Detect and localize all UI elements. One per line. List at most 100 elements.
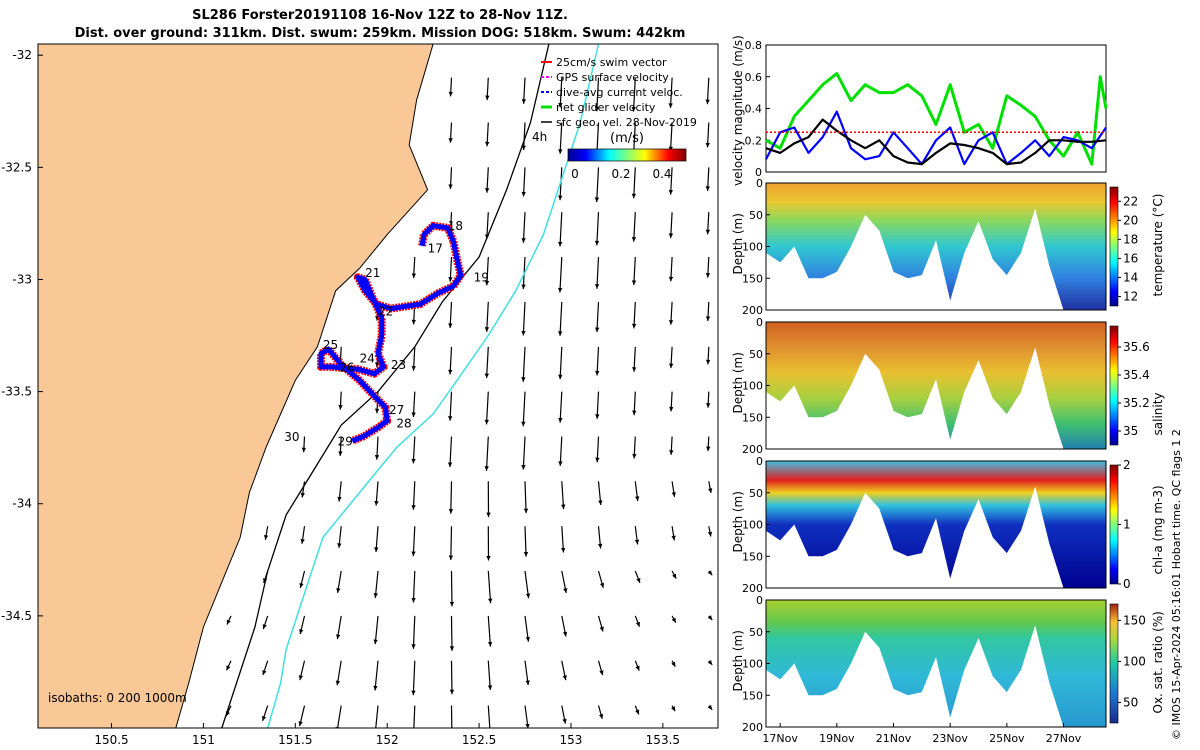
current-arrowhead-82	[521, 421, 526, 427]
current-arrowhead-30	[373, 593, 378, 598]
current-arrowhead-14	[298, 721, 303, 727]
map-y-tick-label-3: -33.5	[1, 385, 32, 399]
current-arrowhead-38	[411, 458, 416, 464]
oxygen-y-tick-label-3: 150	[742, 689, 763, 702]
temperature-colorbar-label: temperature (°C)	[1151, 194, 1165, 297]
temperature-cb-tick-label-0: 22	[1123, 194, 1138, 208]
temperature-y-tick-label-3: 150	[742, 272, 763, 285]
current-arrow-38	[412, 436, 416, 464]
current-arrowhead-162	[707, 615, 713, 621]
current-arrowhead-84	[523, 508, 529, 514]
current-arrow-42	[412, 615, 416, 649]
day-label-23: 23	[391, 358, 406, 372]
current-arrow-105	[596, 77, 600, 112]
current-arrow-67	[485, 391, 489, 425]
map-x-ticks: 150.5 151 151.5 152 152.5 153 153.5	[94, 723, 680, 747]
current-arrowhead-10	[300, 538, 305, 544]
current-arrowhead-141	[668, 363, 674, 369]
velocity-frame	[765, 44, 1107, 173]
current-arrowhead-34	[411, 273, 417, 278]
current-arrowhead-97	[558, 417, 563, 423]
colorbar-units: (m/s)	[610, 131, 644, 146]
current-arrowhead-76	[521, 145, 526, 151]
current-arrowhead-143	[669, 450, 674, 455]
current-arrowhead-70	[486, 555, 491, 561]
current-arrowhead-78	[521, 238, 526, 243]
current-arrowhead-152	[705, 186, 710, 191]
current-arrowhead-95	[558, 331, 563, 336]
current-arrow-86	[524, 570, 530, 599]
time-axis-ticks: 17Nov 19Nov 21Nov 23Nov 25Nov 27Nov	[762, 723, 1082, 745]
oxygen-y-tick-label-1: 50	[749, 626, 763, 639]
current-arrowhead-40	[411, 551, 416, 557]
current-arrowhead-5	[262, 624, 267, 630]
salinity-ylabel: Depth (m)	[731, 352, 745, 413]
colorbar-tick-0: 0	[571, 167, 579, 181]
oxygen-colorbar-label: Ox. sat. ratio (%)	[1151, 611, 1165, 713]
current-arrowhead-31	[373, 639, 378, 645]
current-arrow-137	[670, 167, 673, 195]
temperature-ylabel: Depth (m)	[731, 213, 745, 274]
current-arrowhead-163	[707, 660, 713, 665]
current-arrow-41	[412, 570, 416, 603]
current-arrowhead-55	[448, 555, 454, 561]
time-tick-label-3: 23Nov	[932, 732, 968, 745]
current-arrow-120	[632, 77, 636, 112]
current-arrowhead-61	[485, 141, 490, 147]
current-arrowhead-117	[599, 626, 604, 632]
current-arrowhead-85	[523, 551, 529, 557]
current-arrowhead-6	[262, 670, 267, 675]
current-arrow-57	[450, 615, 453, 651]
oxygen-y-tick-label-4: 200	[742, 721, 763, 734]
current-arrowhead-130	[634, 539, 640, 545]
current-arrowhead-108	[594, 240, 600, 246]
current-arrow-112	[596, 391, 600, 419]
current-arrow-55	[450, 526, 453, 561]
current-arrow-93	[559, 212, 563, 247]
dive-avg-track	[318, 223, 464, 444]
legend-swim-label: 25cm/s swim vector	[556, 56, 667, 69]
side-caption: © IMOS 15-Apr-2024 05:16:01 Hobart time.…	[1170, 429, 1183, 740]
time-tick-label-1: 19Nov	[819, 732, 855, 745]
current-arrowhead-122	[631, 193, 637, 199]
temperature-y-tick-label-4: 200	[742, 304, 763, 317]
current-arrowhead-42	[411, 644, 416, 649]
current-arrowhead-3	[263, 534, 269, 540]
current-arrowhead-160	[707, 531, 713, 537]
salinity-y-tick-label-3: 150	[742, 411, 763, 424]
current-arrowhead-93	[558, 241, 563, 247]
current-arrowhead-114	[598, 500, 603, 506]
current-arrowhead-138	[668, 233, 674, 238]
map-y-tick-label-2: -33	[12, 272, 32, 286]
chla-y-tick-label-3: 150	[742, 550, 763, 563]
current-arrowhead-72	[487, 641, 493, 647]
map-y-tick-label-1: -32.5	[1, 160, 32, 174]
current-arrow-74	[487, 705, 491, 728]
current-arrow-99	[561, 481, 565, 510]
current-arrowhead-21	[335, 634, 341, 640]
current-arrowhead-125	[631, 323, 637, 329]
current-arrowhead-51	[448, 369, 453, 375]
day-label-19: 19	[474, 271, 489, 285]
current-arrowhead-44	[411, 737, 415, 742]
current-arrowhead-127	[632, 410, 637, 416]
velocity-series-2	[765, 118, 1107, 166]
current-arrowhead-0	[226, 619, 231, 625]
current-arrowhead-132	[635, 621, 640, 627]
current-arrowhead-59	[450, 733, 454, 738]
current-arrowhead-56	[449, 601, 455, 607]
day-label-21: 21	[365, 266, 380, 280]
current-arrowhead-68	[484, 466, 489, 471]
current-arrow-97	[559, 391, 563, 423]
current-arrow-78	[522, 212, 526, 243]
salinity-section	[766, 322, 1106, 449]
current-arrowhead-39	[411, 505, 416, 510]
current-arrowhead-140	[668, 320, 674, 325]
current-arrowhead-129	[635, 496, 640, 501]
map-x-tick-label-0: 150.5	[94, 733, 128, 747]
colorbar-tick-2: 0.4	[652, 167, 671, 181]
current-arrowhead-112	[595, 414, 600, 419]
current-arrow-98	[559, 436, 563, 466]
current-arrowhead-23	[335, 726, 340, 728]
